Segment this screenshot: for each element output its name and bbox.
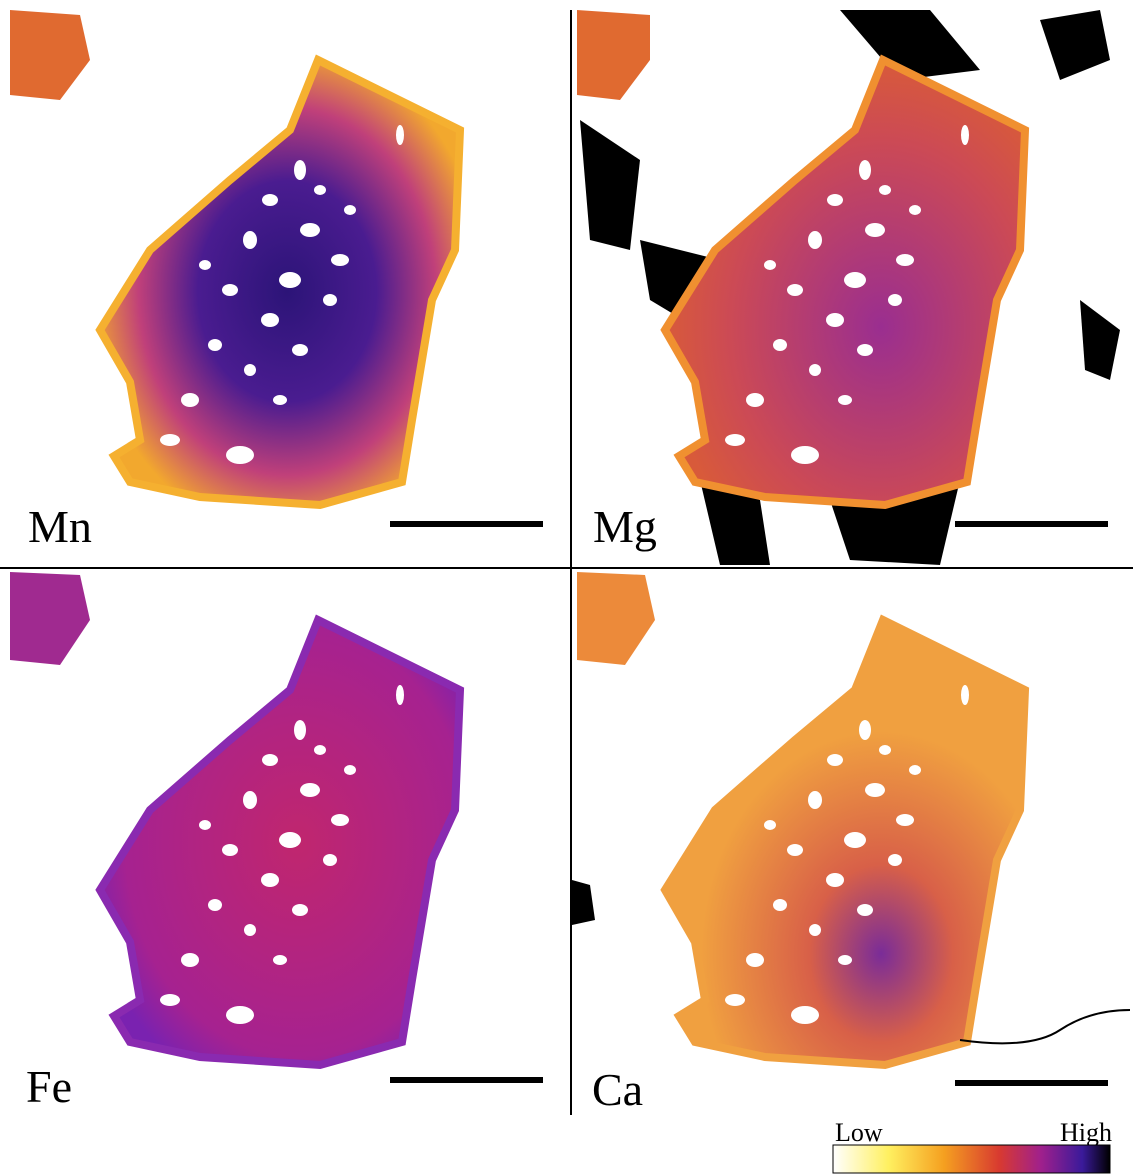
panel-ca: Ca xyxy=(572,572,1131,1115)
inset-grain xyxy=(10,572,90,665)
panel-label: Mg xyxy=(593,501,657,552)
grain-group xyxy=(100,620,460,1065)
colorbar-gradient xyxy=(832,1144,1111,1174)
grain-group xyxy=(665,620,1025,1065)
scale-bar xyxy=(955,1080,1108,1086)
colorbar: Low High xyxy=(832,1118,1112,1174)
panel-label: Mn xyxy=(28,501,92,552)
dark-phase xyxy=(572,880,595,925)
inset-grain xyxy=(577,572,655,665)
inset-grain xyxy=(10,10,90,100)
panel-fe: Fe xyxy=(10,572,543,1112)
panel-mn: Mn xyxy=(10,10,543,552)
grain-group xyxy=(665,60,1025,505)
colorbar-low: Low xyxy=(835,1118,883,1147)
panel-label: Ca xyxy=(592,1064,643,1115)
colorbar-high: High xyxy=(1060,1118,1112,1147)
panel-label: Fe xyxy=(26,1061,72,1112)
crack xyxy=(959,1009,1131,1045)
scale-bar xyxy=(390,1077,543,1083)
inset-grain xyxy=(577,10,650,100)
scale-bar xyxy=(390,521,543,527)
panel-mg: Mg xyxy=(577,10,1120,565)
scale-bar xyxy=(955,521,1108,527)
